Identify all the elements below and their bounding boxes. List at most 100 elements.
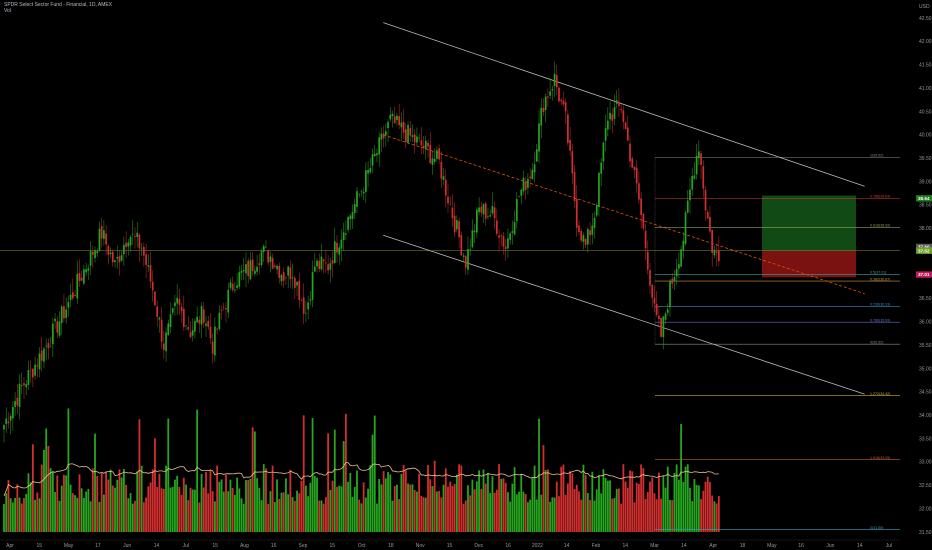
volume-bar — [329, 489, 332, 532]
candle — [717, 236, 720, 267]
candle — [615, 90, 618, 109]
candle — [251, 251, 254, 276]
volume-bar — [689, 487, 691, 532]
volume-bar — [145, 497, 147, 532]
volume-bar — [493, 492, 496, 532]
volume-bar — [225, 474, 227, 532]
target-zone[interactable] — [762, 195, 856, 251]
volume-bar — [69, 484, 72, 532]
volume-bar — [367, 488, 369, 532]
volume-bar — [127, 498, 130, 532]
volume-bar — [18, 497, 21, 532]
candle — [396, 112, 398, 126]
candle — [520, 188, 523, 205]
volume-bar — [236, 477, 238, 532]
svg-text:37.01: 37.01 — [918, 272, 930, 277]
volume-bar — [171, 486, 174, 532]
volume-bar — [658, 472, 660, 532]
candle — [118, 249, 121, 276]
volume-bar — [478, 470, 480, 532]
candle — [27, 360, 30, 390]
candle — [507, 228, 509, 258]
volume-bar — [491, 476, 494, 532]
volume-bar — [76, 497, 79, 532]
candle — [54, 313, 56, 329]
time-axis[interactable]: Apr 15 May 17 Jun 14 Jul 15 Aug 16 Sep 15 Oct 18 Nov 15… — [0, 539, 900, 549]
candle — [700, 150, 702, 179]
candle — [593, 211, 596, 239]
volume-bar — [373, 415, 376, 532]
candle — [298, 272, 301, 309]
volume-bar — [111, 485, 114, 532]
volume-bar — [325, 497, 327, 532]
volume-bar — [558, 496, 560, 532]
x-tick-label: Nov — [416, 543, 425, 549]
candle — [531, 162, 534, 180]
volume-bar — [464, 500, 467, 532]
candle — [351, 204, 354, 229]
candle — [469, 238, 472, 256]
channel-upper-line[interactable] — [383, 22, 865, 187]
volume-bar — [231, 487, 234, 532]
volume-bar — [291, 497, 294, 532]
candle — [231, 276, 234, 293]
candle — [293, 275, 296, 299]
candle — [449, 196, 452, 206]
volume-bar — [71, 493, 74, 532]
volume-bar — [327, 433, 330, 532]
volume-bar — [34, 499, 36, 532]
candle — [254, 265, 256, 277]
stop-zone[interactable] — [762, 250, 856, 278]
volume-bar — [207, 493, 210, 532]
volume-bar — [94, 433, 96, 532]
candle — [389, 107, 392, 122]
volume-bar — [260, 500, 263, 532]
candle — [471, 219, 474, 249]
channel-mid-line[interactable] — [383, 134, 865, 295]
candle — [174, 294, 176, 316]
volume-bar — [140, 465, 143, 532]
volume-bar — [693, 479, 696, 532]
candle — [256, 254, 258, 276]
volume-bar — [214, 501, 216, 532]
volume-bar — [709, 481, 711, 532]
candle — [498, 229, 500, 252]
candle — [538, 110, 540, 164]
volume-bar — [122, 469, 125, 532]
volume-bar — [484, 483, 487, 532]
candle — [653, 285, 656, 312]
volume-bar — [156, 486, 159, 532]
volume-bar — [11, 502, 14, 532]
volume-bar — [613, 498, 616, 532]
candle — [123, 236, 125, 266]
candle — [529, 168, 531, 188]
candle — [220, 305, 223, 320]
candle — [642, 212, 645, 231]
candle — [660, 317, 662, 338]
volume-bar — [609, 480, 611, 532]
volume-bar — [702, 490, 705, 532]
candle — [535, 143, 538, 162]
candle — [589, 222, 591, 246]
volume-bar — [105, 471, 108, 532]
candle — [331, 251, 334, 278]
volume-bar — [586, 493, 589, 532]
y-tick-label: 36.00 — [919, 320, 932, 326]
volume-bar — [38, 498, 41, 532]
fib-level-label: 0.786(38.64) — [870, 195, 890, 199]
volume-bar — [540, 494, 543, 532]
x-tick-label: Jun — [123, 543, 131, 549]
candle — [236, 273, 238, 291]
candle — [187, 316, 190, 332]
candle — [227, 282, 230, 319]
volume-bar — [635, 482, 638, 532]
candle — [360, 190, 363, 197]
candle — [451, 193, 454, 227]
volume-bar — [547, 469, 549, 532]
candle — [329, 257, 332, 283]
volume-bar — [715, 503, 718, 532]
x-tick-label: Jul — [183, 543, 189, 549]
y-tick-label: 33.50 — [919, 436, 932, 442]
volume-bar — [120, 477, 123, 532]
